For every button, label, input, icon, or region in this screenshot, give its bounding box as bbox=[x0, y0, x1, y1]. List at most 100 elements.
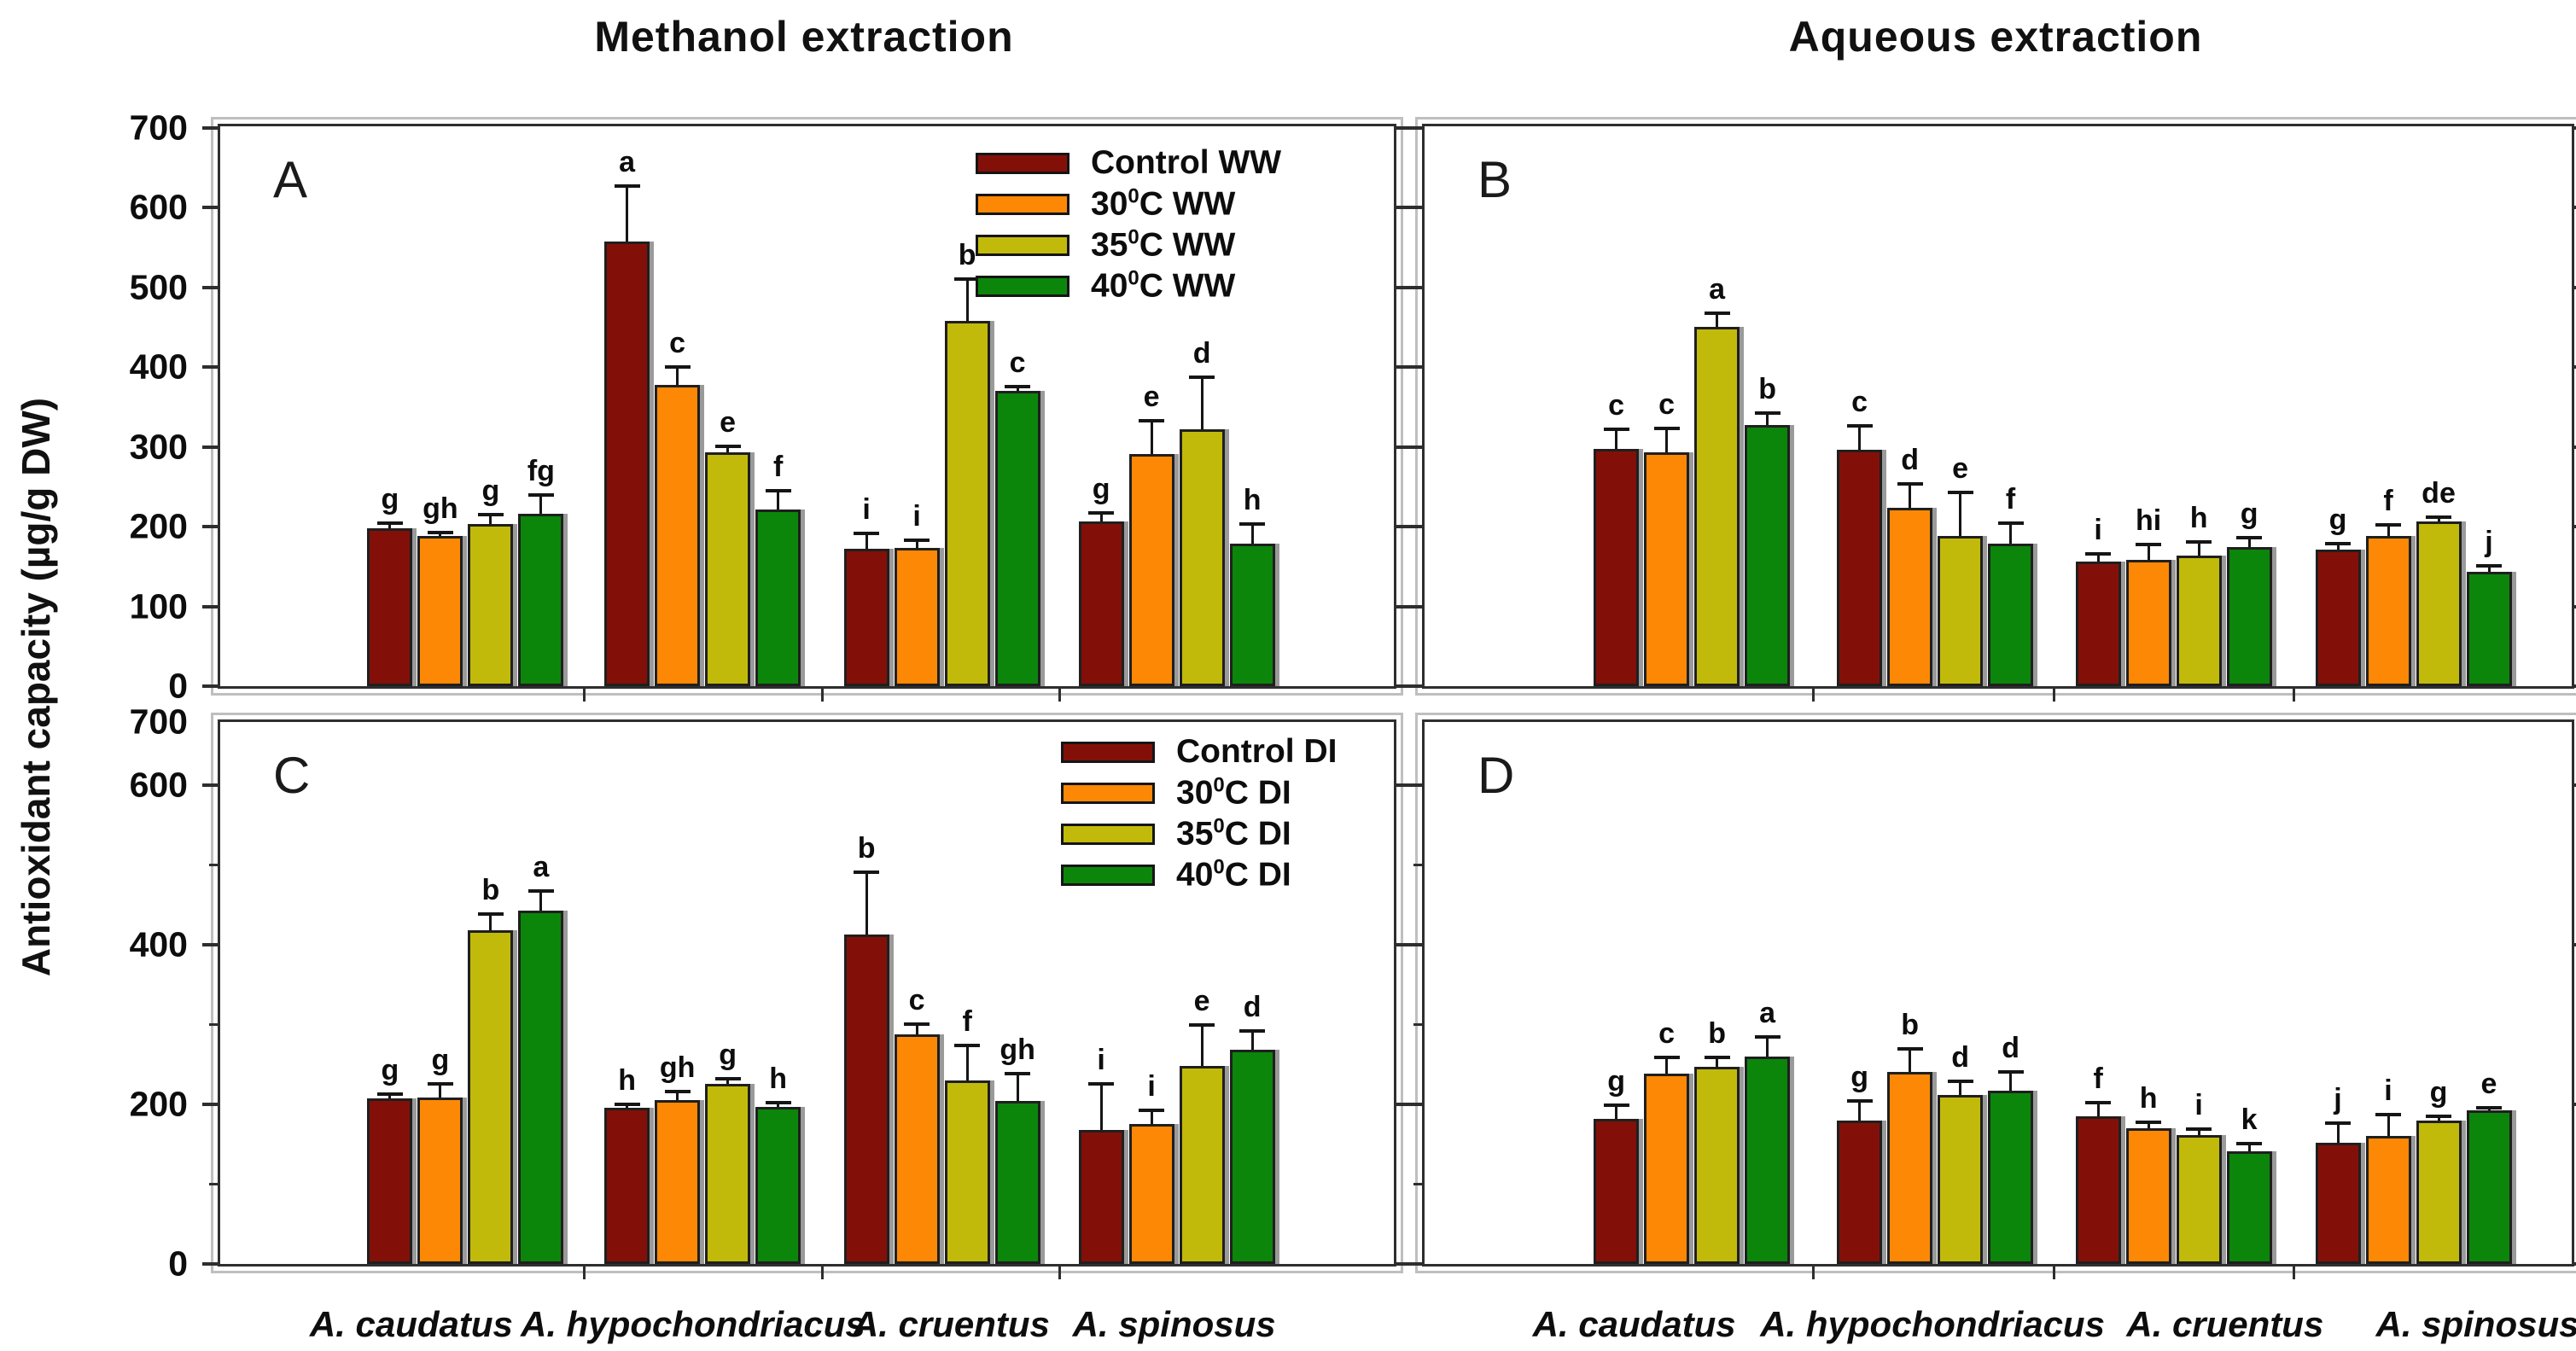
y-tick-major-right bbox=[1396, 285, 1410, 289]
bar-control-di-1 bbox=[367, 1098, 413, 1264]
legend-swatch-1 bbox=[1061, 742, 1155, 763]
bar-30-c-di-4 bbox=[1128, 1124, 1174, 1264]
y-tick-major bbox=[202, 1262, 218, 1266]
legend-swatch-4 bbox=[976, 276, 1069, 297]
bar-40-c-ww-4 bbox=[1229, 543, 1275, 686]
significance-letter: g bbox=[381, 483, 399, 516]
significance-letter: gh bbox=[1000, 1034, 1035, 1067]
bar-30-c-ww-3 bbox=[2125, 560, 2171, 686]
bar-control-di-4 bbox=[1078, 1129, 1124, 1264]
significance-letter: h bbox=[1243, 484, 1262, 517]
significance-letter: c bbox=[1851, 386, 1868, 419]
error-bar bbox=[626, 186, 629, 242]
bar-35-c-ww-1 bbox=[1694, 327, 1740, 686]
error-bar-cap bbox=[1189, 1022, 1215, 1027]
column-title-methanol: Methanol extraction bbox=[594, 13, 1014, 61]
significance-letter: e bbox=[1143, 380, 1160, 413]
bar-control-ww-2 bbox=[604, 242, 650, 686]
error-bar-cap bbox=[1846, 424, 1873, 428]
error-bar bbox=[1099, 1083, 1103, 1130]
y-tick-major bbox=[202, 684, 218, 688]
error-bar bbox=[439, 1083, 442, 1098]
error-bar-cap bbox=[854, 531, 880, 535]
y-tick-minor bbox=[1413, 1023, 1422, 1026]
significance-letter: d bbox=[2002, 1031, 2019, 1064]
error-bar bbox=[1250, 524, 1254, 544]
y-tick-label: 100 bbox=[129, 586, 188, 626]
significance-letter: e bbox=[720, 405, 737, 439]
error-bar-cap bbox=[854, 870, 880, 874]
bar-control-di-3 bbox=[2075, 1116, 2121, 1264]
error-bar-cap bbox=[2236, 536, 2263, 540]
significance-letter: k bbox=[2241, 1103, 2258, 1136]
error-bar bbox=[1099, 513, 1103, 521]
error-bar-cap bbox=[477, 513, 504, 517]
error-bar bbox=[2247, 538, 2251, 548]
y-tick-minor bbox=[209, 864, 218, 866]
bar-30-c-ww-4 bbox=[2365, 536, 2411, 686]
significance-letter: c bbox=[1658, 388, 1676, 422]
legend-label-3: 350C DI bbox=[1176, 814, 1291, 853]
error-bar bbox=[1766, 413, 1769, 426]
error-bar-cap bbox=[1139, 1108, 1165, 1112]
significance-letter: b bbox=[1708, 1016, 1727, 1050]
error-bar bbox=[2197, 1129, 2200, 1136]
significance-letter: c bbox=[669, 327, 686, 360]
significance-letter: hi bbox=[2136, 504, 2162, 537]
y-tick-major bbox=[1407, 365, 1422, 370]
significance-letter: gh bbox=[659, 1051, 696, 1085]
significance-letter: a bbox=[533, 851, 550, 884]
y-tick-label: 600 bbox=[129, 765, 188, 805]
significance-letter: j bbox=[2485, 525, 2493, 558]
error-bar-cap bbox=[376, 1092, 403, 1096]
error-bar-cap bbox=[1704, 311, 1730, 315]
y-tick-major bbox=[1407, 125, 1422, 130]
y-tick-major-right bbox=[1396, 1103, 1410, 1106]
error-bar-cap bbox=[2085, 551, 2112, 556]
y-tick-major-right bbox=[1396, 445, 1410, 449]
bar-40-c-ww-4 bbox=[2466, 572, 2512, 686]
error-bar-cap bbox=[904, 539, 930, 542]
error-bar-cap bbox=[1997, 521, 2024, 526]
error-bar bbox=[676, 367, 679, 385]
significance-letter: d bbox=[1192, 337, 1211, 370]
panel-label-c: C bbox=[273, 747, 311, 804]
error-bar bbox=[1665, 1057, 1669, 1074]
y-tick-minor bbox=[1413, 1183, 1422, 1185]
legend-label-1: Control DI bbox=[1176, 733, 1338, 770]
significance-letter: a bbox=[1709, 272, 1726, 306]
bar-35-c-ww-2 bbox=[705, 452, 751, 686]
significance-letter: g bbox=[1607, 1064, 1626, 1098]
bar-40-c-ww-1 bbox=[518, 514, 564, 686]
error-bar bbox=[388, 523, 392, 528]
significance-letter: g bbox=[481, 475, 500, 508]
bar-30-c-di-1 bbox=[417, 1097, 463, 1264]
error-bar-cap bbox=[376, 521, 403, 526]
species-label-1: A. caudatus bbox=[309, 1304, 513, 1344]
panel-label-a: A bbox=[273, 151, 308, 208]
y-tick-major bbox=[1407, 943, 1422, 946]
y-tick-label: 0 bbox=[168, 666, 188, 706]
legend-label-2: 300C DI bbox=[1176, 773, 1291, 812]
species-label-1: A. caudatus bbox=[1532, 1304, 1736, 1344]
bar-40-c-di-1 bbox=[518, 910, 564, 1264]
error-bar bbox=[489, 914, 492, 931]
y-tick-major bbox=[1407, 604, 1422, 609]
error-bar-cap bbox=[2476, 563, 2503, 568]
significance-letter: g bbox=[2429, 1076, 2448, 1109]
y-tick-major-right bbox=[2574, 285, 2576, 289]
x-tick bbox=[582, 1267, 586, 1279]
bar-35-c-ww-4 bbox=[1179, 429, 1225, 686]
significance-letter: b bbox=[1758, 373, 1777, 406]
significance-letter: f bbox=[2383, 485, 2393, 518]
y-tick-label: 700 bbox=[129, 702, 188, 742]
error-bar-cap bbox=[2236, 1141, 2263, 1145]
error-bar bbox=[1200, 1024, 1203, 1067]
error-bar-cap bbox=[1088, 1081, 1115, 1086]
bar-30-c-di-2 bbox=[1887, 1071, 1933, 1264]
y-tick-major-right bbox=[1396, 525, 1410, 529]
bar-35-c-di-1 bbox=[468, 930, 514, 1264]
y-tick-major-right bbox=[1396, 684, 1410, 688]
x-tick bbox=[1058, 1267, 1061, 1279]
y-tick-label: 400 bbox=[129, 346, 188, 387]
